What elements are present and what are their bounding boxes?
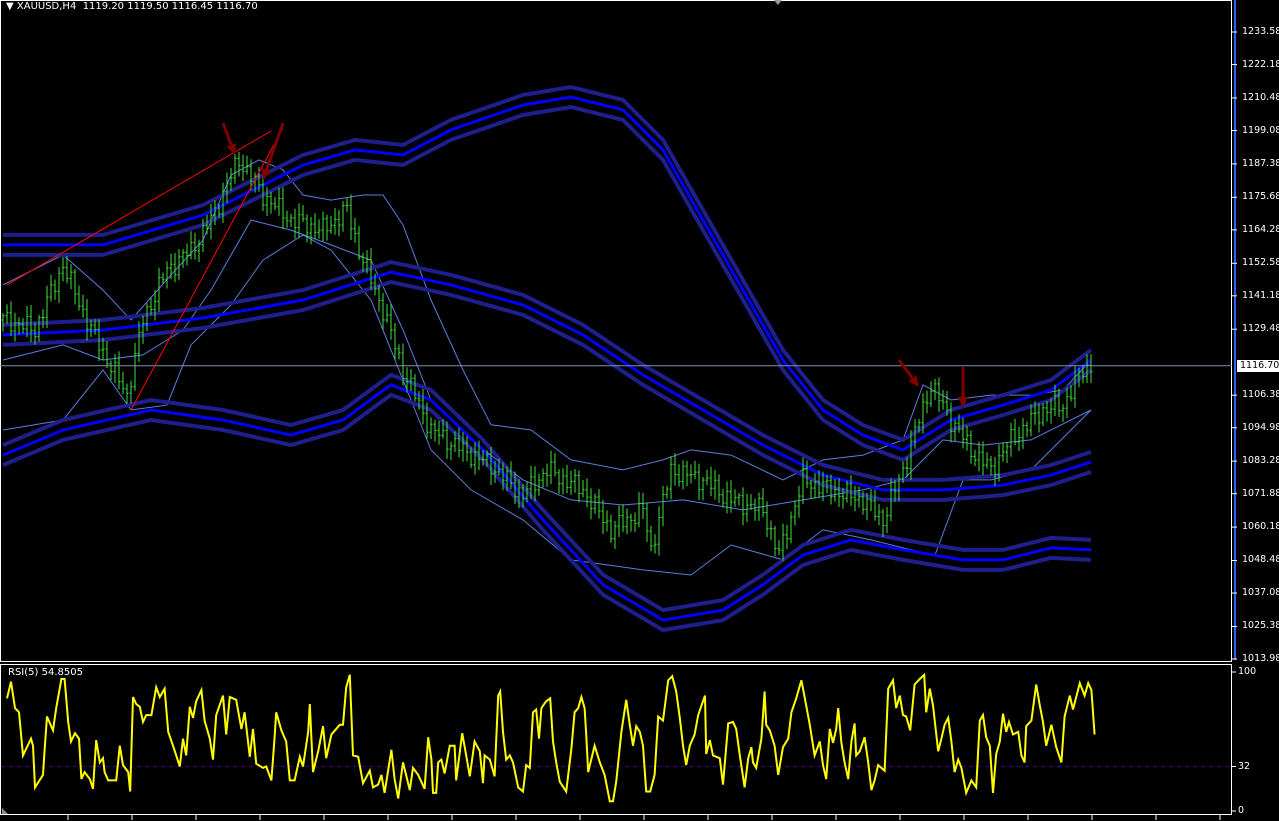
- price-tick-label: 1187.38: [1242, 157, 1279, 169]
- trendline: [130, 127, 284, 411]
- channel-1-lower-edge: [2, 280, 1092, 502]
- chart-frame: [0, 0, 1236, 820]
- price-tick-label: 1071.88: [1242, 487, 1279, 499]
- arrow-shaft: [897, 359, 914, 380]
- channel-2-lower-edge: [2, 392, 1092, 633]
- price-tick-label: 1222.18: [1242, 58, 1279, 70]
- price-tick-label: 1152.58: [1242, 257, 1279, 269]
- price-tick-label: 1060.18: [1242, 521, 1279, 533]
- trendlines[interactable]: [6, 127, 284, 411]
- open-value: 1119.20: [82, 1, 125, 12]
- price-tick-label: 1037.08: [1242, 587, 1279, 599]
- close-value: 1116.70: [216, 1, 258, 12]
- trendline: [6, 130, 272, 286]
- price-tick-label: 1013.98: [1242, 653, 1279, 664]
- channel-1-center: [2, 270, 1092, 492]
- scroll-corner-icon: [2, 808, 8, 814]
- price-tick-label: 1175.68: [1242, 191, 1279, 203]
- channel-1-upper-edge: [2, 260, 1092, 482]
- rsi-tick-label: 32: [1238, 760, 1251, 772]
- arrow-annotations[interactable]: [221, 122, 968, 408]
- chart-header: ▼ XAUUSD,H4 1119.20 1119.50 1116.45 1116…: [6, 1, 258, 12]
- price-bars: [0, 151, 1232, 561]
- high-value: 1119.50: [127, 1, 169, 12]
- price-tick-label: 1083.28: [1242, 455, 1279, 467]
- price-tick-label: 1164.28: [1242, 223, 1279, 235]
- channel-2-center: [2, 383, 1092, 622]
- triangle-down-icon[interactable]: ▼: [6, 1, 17, 12]
- price-tick-label: 1233.58: [1242, 26, 1279, 37]
- price-tick-label: 1141.18: [1242, 289, 1279, 301]
- arrow-head-icon: [908, 375, 919, 388]
- current-price-label: 1116.70: [1237, 359, 1279, 372]
- rsi-label: RSI(5) 54.8505: [8, 667, 83, 678]
- arrow-shaft: [265, 122, 285, 170]
- price-tick-label: 1199.08: [1242, 124, 1279, 136]
- rsi-tick-label: 0: [1238, 805, 1245, 816]
- arrow-shaft: [221, 122, 233, 146]
- main-pane-border: [0, 0, 1232, 662]
- chart-shift-marker-icon: [774, 0, 782, 5]
- arrow-head-icon: [958, 396, 968, 408]
- channel-0-lower-edge: [3, 104, 1093, 463]
- arrow-head-icon: [261, 167, 272, 180]
- symbol-label: XAUUSD,H4: [16, 1, 77, 12]
- price-tick-label: 1210.48: [1242, 91, 1279, 103]
- envelope-channels: [2, 84, 1093, 633]
- price-axis[interactable]: [1232, 31, 1237, 812]
- price-tick-label: 1106.38: [1242, 389, 1279, 401]
- rsi-tick-label: 100: [1238, 666, 1257, 677]
- price-tick-label: 1048.48: [1242, 554, 1279, 566]
- channel-2-upper-edge: [2, 372, 1092, 613]
- rsi-pane: [1, 672, 1231, 814]
- channel-0-upper-edge: [3, 84, 1093, 443]
- rsi-pane-border: [0, 664, 1232, 815]
- price-tick-label: 1025.38: [1242, 620, 1279, 632]
- rsi-line: [6, 672, 1096, 803]
- arrow-head-icon: [226, 142, 236, 156]
- price-tick-label: 1129.48: [1242, 323, 1279, 335]
- low-value: 1116.45: [171, 1, 214, 12]
- channel-0-center: [3, 95, 1092, 452]
- price-tick-label: 1094.98: [1242, 421, 1279, 433]
- bollinger-upper: [2, 159, 1092, 481]
